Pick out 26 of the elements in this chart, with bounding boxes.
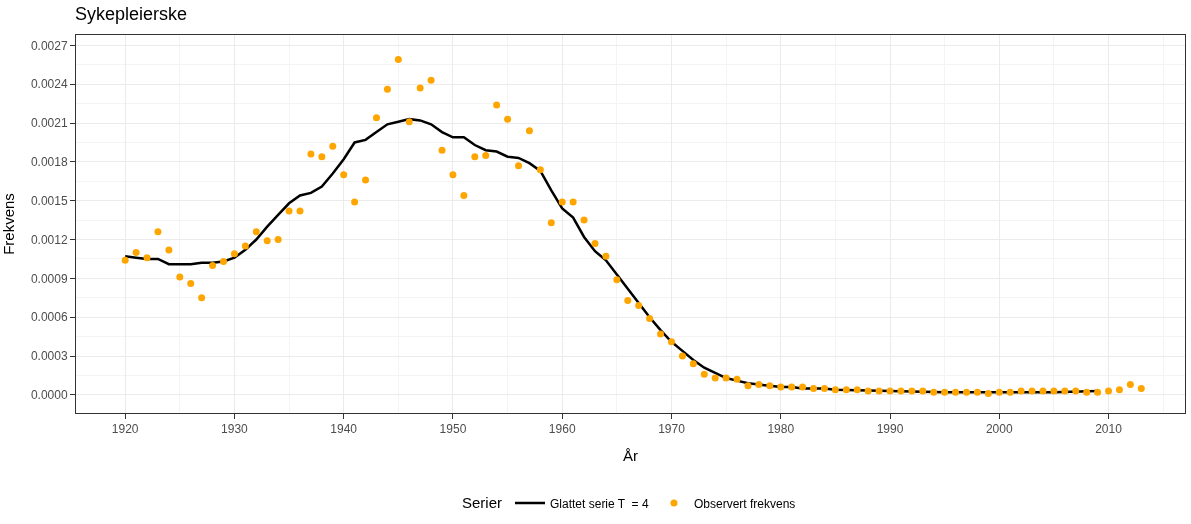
y-tick-label: 0.0018: [30, 155, 68, 170]
y-tick-label: 0.0021: [30, 116, 68, 131]
x-tick-label: 1980: [767, 422, 795, 437]
x-tick-label: 2000: [985, 422, 1013, 437]
legend-title: Serier: [462, 494, 503, 512]
y-tick-label: 0.0006: [30, 310, 68, 325]
x-tick-label: 1990: [876, 422, 904, 437]
x-tick-label: 1970: [658, 422, 686, 437]
y-tick-label: 0.0003: [30, 349, 68, 364]
y-tick-label: 0.0024: [30, 77, 68, 92]
x-tick-label: 2010: [1095, 422, 1123, 437]
x-tick-label: 1950: [439, 422, 467, 437]
legend-label: Glattet serie T = 4: [550, 496, 649, 511]
x-tick-label: 1920: [111, 422, 139, 437]
chart-title: Sykepleierske: [75, 4, 188, 25]
y-tick-label: 0.0027: [30, 38, 68, 53]
y-tick-label: 0.0012: [30, 232, 68, 247]
x-axis-title: År: [623, 447, 638, 465]
y-tick-label: 0.0000: [30, 388, 68, 403]
legend-label: Observert frekvens: [693, 496, 796, 511]
x-tick-label: 1930: [221, 422, 249, 437]
y-axis-title: Frekvens: [0, 193, 17, 255]
x-tick-label: 1960: [548, 422, 576, 437]
x-tick-label: 1940: [330, 422, 358, 437]
y-tick-label: 0.0015: [30, 193, 68, 208]
y-tick-label: 0.0009: [30, 271, 68, 286]
